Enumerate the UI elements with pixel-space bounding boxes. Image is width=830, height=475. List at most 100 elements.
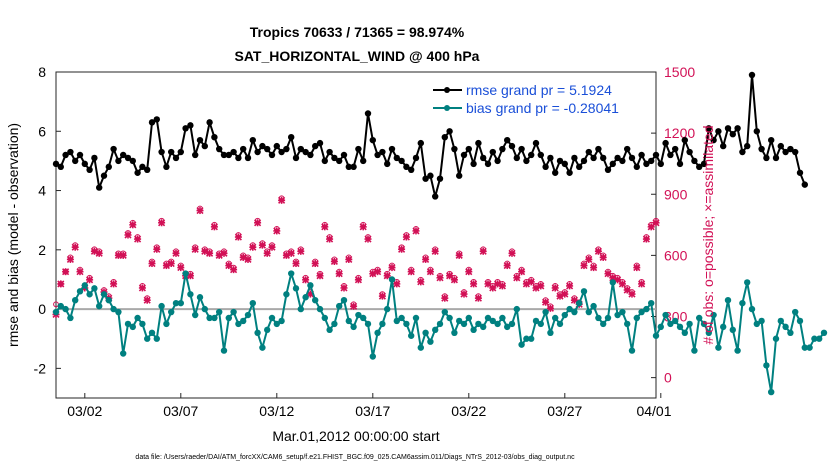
rmse-point: [614, 154, 621, 162]
bias-point: [297, 305, 304, 313]
bias-point: [777, 317, 784, 325]
bias-point: [182, 270, 189, 277]
bias-point: [547, 329, 554, 336]
possible-obs-marker: [489, 283, 496, 289]
bias-point: [532, 317, 540, 325]
rmse-point: [254, 148, 261, 156]
bias-point: [422, 329, 429, 336]
rmse-point: [134, 169, 141, 176]
rmse-point: [326, 148, 333, 156]
bias-point: [374, 329, 381, 336]
bias-point: [369, 353, 376, 360]
rmse-point: [753, 128, 760, 135]
bias-point: [585, 308, 592, 316]
possible-obs-marker: [134, 234, 141, 240]
rmse-point: [748, 71, 756, 79]
rmse-point: [120, 151, 127, 159]
bias-point: [624, 320, 631, 328]
bias-point: [201, 305, 208, 313]
rmse-point: [638, 151, 645, 159]
bias-point: [537, 320, 544, 328]
bias-point: [465, 314, 472, 322]
possible-obs-marker: [293, 258, 299, 265]
rmse-point: [513, 154, 520, 162]
rmse-point: [739, 148, 746, 156]
bias-point: [561, 311, 568, 319]
rmse-point: [758, 145, 765, 153]
rmse-point: [777, 142, 784, 150]
possible-obs-marker: [317, 270, 323, 277]
possible-obs-marker: [384, 270, 391, 277]
possible-obs-marker: [475, 293, 482, 300]
possible-obs-marker: [653, 217, 659, 224]
bias-point: [806, 344, 813, 351]
rmse-point: [292, 154, 300, 162]
bottom-tick-label: 03/12: [259, 403, 294, 419]
rmse-point: [422, 175, 429, 182]
possible-obs-marker: [57, 281, 64, 287]
bias-point: [739, 299, 746, 307]
right-tick-label: 0: [664, 370, 672, 386]
bias-point: [216, 308, 223, 316]
left-tick-label: 8: [38, 64, 46, 80]
possible-obs-marker: [648, 221, 655, 228]
possible-obs-marker: [389, 262, 395, 269]
data-file-footnote: data file: /Users/raeder/DAI/ATM_forcXX/…: [135, 454, 575, 461]
chart-title: Tropics 70633 / 71365 = 98.974%: [250, 24, 465, 40]
rmse-point: [552, 169, 559, 176]
rmse-point: [81, 160, 89, 168]
possible-obs-marker: [547, 303, 554, 310]
bias-point: [720, 323, 727, 331]
rmse-point: [475, 139, 482, 147]
bias-point: [657, 323, 664, 331]
rmse-point: [240, 145, 247, 153]
bias-point: [432, 326, 439, 334]
bias-point: [556, 320, 564, 328]
bias-point: [96, 302, 103, 310]
possible-obs-marker: [537, 281, 544, 287]
possible-obs-marker: [240, 252, 247, 259]
bias-point: [67, 314, 74, 322]
bias-point: [710, 311, 717, 319]
possible-obs-marker: [408, 266, 415, 273]
rmse-point: [52, 160, 60, 168]
possible-obs-marker: [398, 244, 405, 251]
right-tick-label: 1500: [664, 64, 695, 80]
possible-obs-marker: [643, 234, 650, 240]
possible-obs-marker: [245, 254, 251, 261]
possible-obs-marker: [485, 278, 491, 285]
bias-point: [796, 317, 804, 325]
rmse-point: [696, 163, 703, 171]
possible-obs-marker: [225, 260, 232, 267]
bias-point: [153, 335, 160, 342]
bias-point: [100, 291, 108, 298]
rmse-point: [398, 157, 405, 165]
rmse-point: [772, 154, 780, 162]
rmse-point: [672, 145, 679, 153]
rmse-point: [196, 136, 204, 144]
rmse-point: [715, 128, 722, 135]
rmse-point: [340, 151, 348, 159]
bias-point: [696, 314, 703, 322]
rmse-point: [585, 148, 592, 156]
rmse-point: [345, 163, 352, 171]
possible-obs-marker: [278, 195, 285, 202]
rmse-point: [393, 154, 400, 162]
bias-point: [384, 305, 391, 313]
bias-point: [566, 305, 573, 313]
legend: rmse grand pr = 5.1924 bias grand pr = -…: [430, 80, 648, 122]
bias-point: [259, 344, 266, 351]
possible-obs-marker: [62, 268, 69, 275]
left-tick-label: 4: [38, 183, 46, 199]
bias-point: [62, 305, 69, 313]
bias-point: [686, 320, 693, 328]
bias-point: [446, 314, 453, 322]
rmse-point: [288, 134, 295, 141]
bias-point: [110, 305, 117, 313]
bias-point: [638, 308, 645, 316]
possible-obs-marker: [513, 272, 520, 279]
rmse-point: [427, 172, 434, 179]
rmse-point: [619, 157, 626, 165]
rmse-point: [768, 136, 775, 144]
